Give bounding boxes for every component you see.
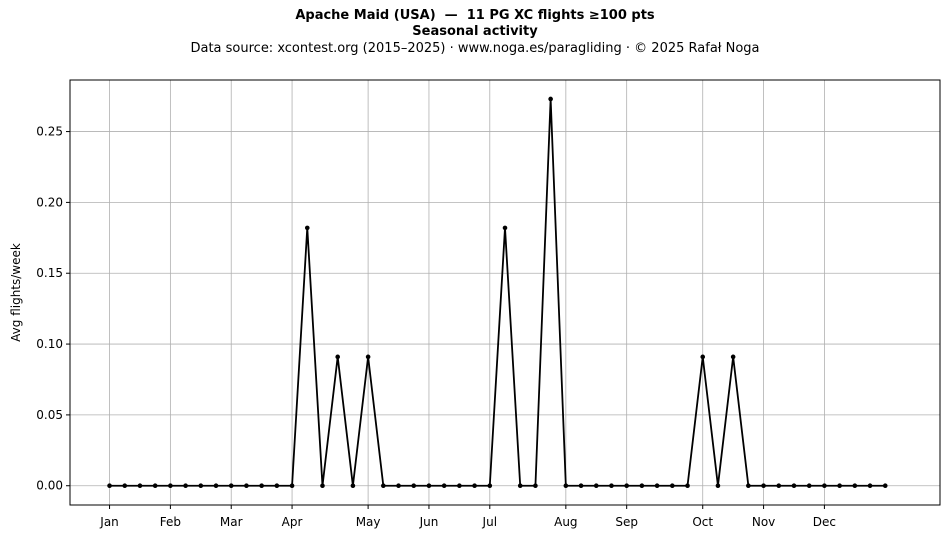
series-line — [109, 98, 886, 487]
grid-lines — [70, 80, 940, 505]
data-point — [228, 483, 234, 489]
data-point — [837, 483, 842, 489]
data-point — [381, 483, 386, 489]
data-point — [183, 483, 188, 489]
x-tick-label: Jul — [482, 515, 497, 529]
data-point — [822, 483, 827, 489]
data-point — [670, 483, 675, 489]
data-point — [639, 483, 645, 489]
data-point — [244, 483, 249, 489]
chart-subtitle: Seasonal activity — [412, 24, 538, 39]
data-point — [152, 483, 158, 489]
data-point — [609, 483, 614, 489]
x-tick-label: Aug — [554, 515, 577, 529]
y-tick-label: 0.10 — [36, 337, 63, 351]
y-tick-label: 0.05 — [36, 408, 63, 422]
data-point — [746, 483, 751, 489]
y-tick-label: 0.25 — [36, 125, 63, 139]
data-point — [213, 483, 219, 489]
data-point — [730, 354, 736, 360]
data-point — [776, 483, 782, 489]
data-point — [457, 483, 462, 489]
axis-ticks: Jan Feb Mar Apr May Jun Jul Aug Sep Oct Nov Dec 0.00… — [36, 125, 836, 529]
data-point — [289, 483, 295, 489]
y-tick-label: 0.00 — [36, 479, 63, 493]
data-point — [502, 225, 508, 231]
x-tick-label: May — [356, 515, 381, 529]
data-point — [426, 483, 432, 489]
y-tick-label: 0.20 — [36, 195, 63, 209]
data-point — [396, 483, 401, 489]
data-point — [411, 483, 417, 489]
chart-title: Apache Maid (USA) — 11 PG XC flights ≥10… — [295, 8, 655, 23]
data-point — [867, 483, 873, 489]
data-point — [198, 483, 204, 489]
data-point — [806, 483, 812, 489]
data-point — [441, 483, 447, 489]
data-point — [533, 483, 538, 489]
data-point — [335, 354, 340, 360]
x-tick-label: Dec — [813, 515, 836, 529]
x-tick-label: Oct — [692, 515, 713, 529]
data-point — [563, 483, 569, 489]
series-layer — [107, 96, 888, 489]
plot-frame — [69, 79, 941, 506]
x-tick-label: Apr — [282, 515, 303, 529]
x-tick-label: Mar — [220, 515, 243, 529]
data-point — [137, 483, 143, 489]
x-tick-label: Sep — [615, 515, 638, 529]
data-point — [304, 225, 310, 231]
data-point — [320, 483, 325, 489]
data-point — [593, 483, 599, 489]
chart-title-block: Apache Maid (USA) — 11 PG XC flights ≥10… — [0, 8, 950, 58]
data-point — [259, 483, 264, 489]
x-tick-label: Jun — [419, 515, 439, 529]
y-axis-label: Avg flights/week — [9, 243, 23, 342]
data-point — [472, 483, 477, 489]
data-point — [107, 483, 112, 489]
data-point — [761, 483, 766, 489]
data-point — [852, 483, 858, 489]
data-point — [882, 483, 888, 489]
data-point — [700, 354, 706, 360]
data-point — [654, 483, 660, 489]
chart-source-note: Data source: xcontest.org (2015–2025) · … — [190, 41, 760, 56]
data-point — [791, 483, 797, 489]
data-point — [548, 96, 553, 102]
data-point — [365, 354, 371, 360]
data-point — [517, 483, 523, 489]
data-point — [168, 483, 173, 489]
data-point — [685, 483, 690, 489]
data-point — [122, 483, 128, 489]
x-tick-label: Jan — [99, 515, 119, 529]
data-point — [274, 483, 280, 489]
data-point — [578, 483, 584, 489]
x-tick-label: Nov — [752, 515, 775, 529]
data-point — [487, 483, 493, 489]
data-point — [715, 483, 721, 489]
x-tick-label: Feb — [160, 515, 181, 529]
data-point — [624, 483, 629, 489]
data-point — [350, 483, 356, 489]
y-tick-label: 0.15 — [36, 266, 63, 280]
